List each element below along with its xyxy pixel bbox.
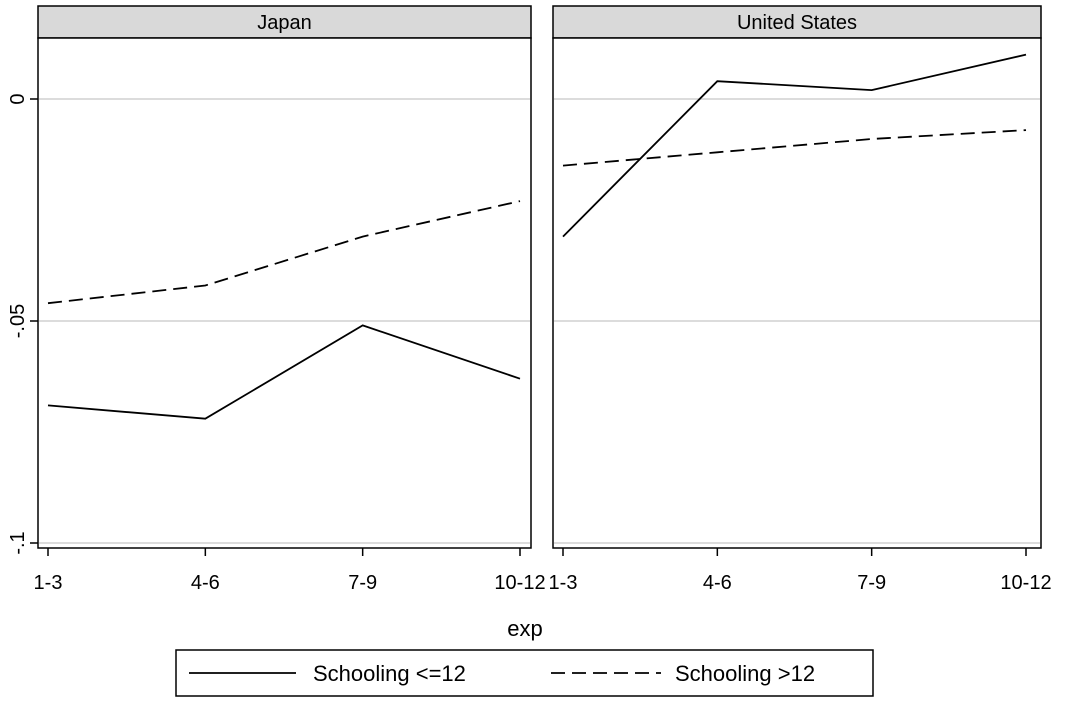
plot-area: [37, 37, 532, 549]
legend-label: Schooling <=12: [313, 661, 466, 686]
x-tick-label: 7-9: [857, 572, 886, 594]
y-tick-label: 0: [7, 93, 29, 104]
panel-strip: [552, 5, 1042, 39]
series-line-dashed: [47, 200, 521, 305]
legend-label: Schooling >12: [675, 661, 815, 686]
x-tick-label: 10-12: [1000, 572, 1051, 594]
y-tick-label: -.1: [7, 531, 29, 554]
x-axis: 1-3 4-6 7-9 10-12 1-3 4-6 7-9 10-12: [34, 548, 1052, 594]
legend: Schooling <=12 Schooling >12: [175, 649, 874, 697]
x-tick-label: 1-3: [34, 572, 63, 594]
x-tick-label: 4-6: [703, 572, 732, 594]
x-tick-label: 7-9: [348, 572, 377, 594]
x-tick-label: 1-3: [549, 572, 578, 594]
plot-area: [552, 37, 1042, 549]
panel-japan: Japan: [37, 5, 532, 549]
panel-title: United States: [737, 12, 857, 34]
panel-strip: [37, 5, 532, 39]
series-line-dashed: [562, 129, 1027, 167]
panel-united-states: United States: [552, 5, 1042, 549]
series-line-solid: [562, 53, 1027, 238]
y-tick-label: -.05: [7, 304, 29, 338]
x-axis-title: exp: [507, 616, 542, 641]
x-tick-label: 10-12: [494, 572, 545, 594]
x-tick-label: 4-6: [191, 572, 220, 594]
panel-title: Japan: [257, 12, 312, 34]
y-axis: 0 -.05 -.1: [7, 93, 38, 555]
series-line-solid: [47, 324, 521, 420]
